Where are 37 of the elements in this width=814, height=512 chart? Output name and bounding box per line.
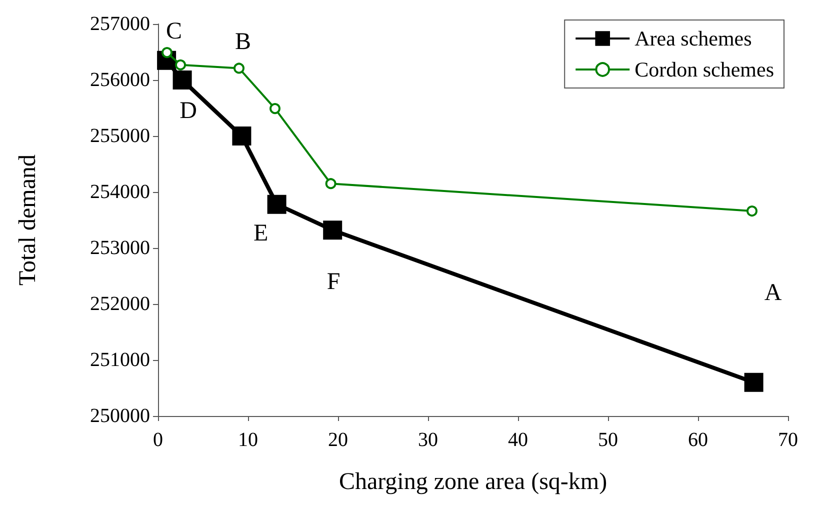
point	[270, 103, 280, 114]
y-tick-label: 250000	[90, 405, 150, 427]
x-tick-label: 10	[238, 429, 258, 451]
x-tick-label: 0	[153, 429, 163, 451]
annotation: F	[326, 269, 340, 296]
annotation: D	[180, 98, 197, 124]
point	[234, 62, 244, 74]
point	[232, 126, 252, 146]
point	[162, 47, 172, 58]
y-tick-label: 253000	[90, 237, 150, 259]
x-tick-label: 20	[328, 429, 348, 451]
legend-label: Cordon schemes	[634, 58, 774, 82]
point	[267, 194, 286, 214]
y-tick-label: 257000	[90, 13, 150, 35]
annotation: E	[253, 220, 268, 246]
x-tick-label: 50	[598, 429, 618, 451]
x-tick-label: 40	[508, 429, 528, 451]
point	[746, 206, 758, 217]
annotation: A	[764, 280, 782, 306]
annotation: C	[166, 18, 182, 45]
y-tick-label: 251000	[90, 349, 150, 371]
legend-label: Area schemes	[634, 26, 752, 50]
point	[175, 59, 186, 70]
x-tick-label: 70	[778, 429, 798, 451]
x-tick-label: 30	[418, 429, 438, 451]
annotation: B	[234, 29, 252, 56]
point	[744, 372, 764, 392]
y-axis-title: Total demand	[15, 154, 41, 286]
x-axis-title: Charging zone area (sq-km)	[338, 469, 608, 495]
point	[325, 178, 336, 190]
x-tick-label: 60	[688, 429, 708, 451]
y-tick-label: 252000	[90, 293, 150, 315]
y-tick-label: 255000	[90, 125, 150, 147]
point	[323, 220, 342, 240]
y-tick-label: 254000	[90, 181, 150, 203]
y-tick-label: 256000	[90, 69, 150, 91]
point	[172, 70, 192, 90]
